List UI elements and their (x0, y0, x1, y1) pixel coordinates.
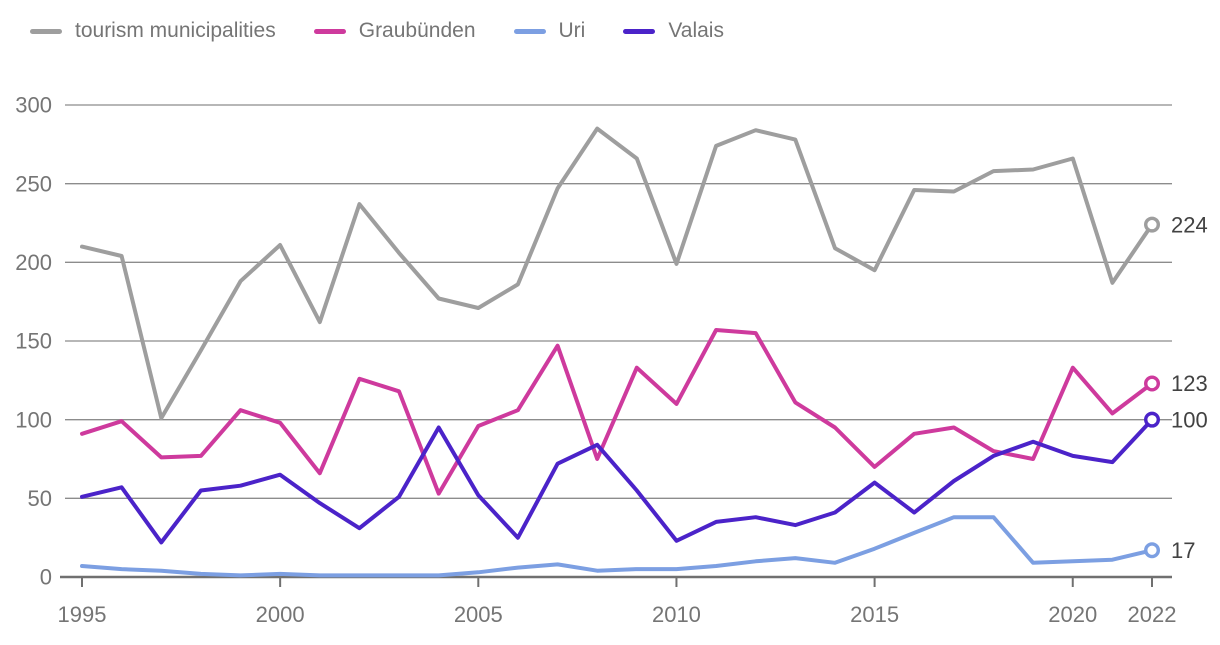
end-marker (1144, 542, 1161, 559)
legend-label: Uri (558, 19, 586, 42)
y-tick-label: 50 (28, 486, 52, 511)
x-tick-label: 1995 (58, 602, 107, 627)
y-tick-label: 0 (40, 565, 52, 590)
x-tick-label: 2005 (454, 602, 503, 627)
legend-item-tourism-municipalities: tourism municipalities (30, 19, 276, 43)
legend-swatch-graubunden (313, 28, 346, 34)
x-tick-label: 2022 (1128, 602, 1177, 627)
x-tick-label: 2015 (850, 602, 899, 627)
x-tick-label: 2000 (256, 602, 305, 627)
legend-label: Valais (668, 19, 724, 42)
end-marker (1144, 375, 1161, 392)
end-marker (1144, 411, 1161, 428)
end-markers-and-labels: 224 123 17 100 (1144, 212, 1208, 563)
y-tick-label: 100 (15, 407, 52, 432)
x-tick-label: 2020 (1048, 602, 1097, 627)
legend-item-graubunden: Graubünden (313, 19, 476, 43)
end-value-label: 123 (1171, 371, 1208, 396)
end-value-label: 100 (1171, 407, 1208, 432)
y-tick-label: 250 (15, 171, 52, 196)
x-axis: 1995 2000 2005 2010 2015 2020 2022 (58, 578, 1177, 627)
y-tick-label: 300 (15, 93, 52, 118)
series-line-tourism-municipalities (80, 126, 1154, 421)
legend-item-uri: Uri (513, 19, 586, 43)
legend-item-valais: Valais (623, 19, 724, 43)
x-tick-label: 2010 (652, 602, 701, 627)
legend: tourism municipalities Graubünden Uri Va… (30, 19, 724, 43)
y-axis-labels: 0 50 100 150 200 250 300 (15, 93, 52, 590)
legend-label: tourism municipalities (75, 19, 276, 42)
series-lines (80, 126, 1154, 578)
series-line-valais (80, 417, 1154, 545)
series-line-graubünden (80, 328, 1154, 496)
legend-label: Graubünden (358, 19, 476, 42)
end-value-label: 224 (1171, 212, 1208, 237)
end-marker (1144, 216, 1161, 233)
series-line-uri (80, 515, 1154, 578)
end-value-label: 17 (1171, 538, 1195, 563)
legend-swatch-valais (623, 28, 656, 34)
legend-swatch-uri (513, 28, 546, 34)
y-tick-label: 200 (15, 250, 52, 275)
y-tick-label: 150 (15, 329, 52, 354)
y-gridlines (60, 104, 1172, 579)
legend-swatch-tourism-municipalities (30, 28, 62, 34)
